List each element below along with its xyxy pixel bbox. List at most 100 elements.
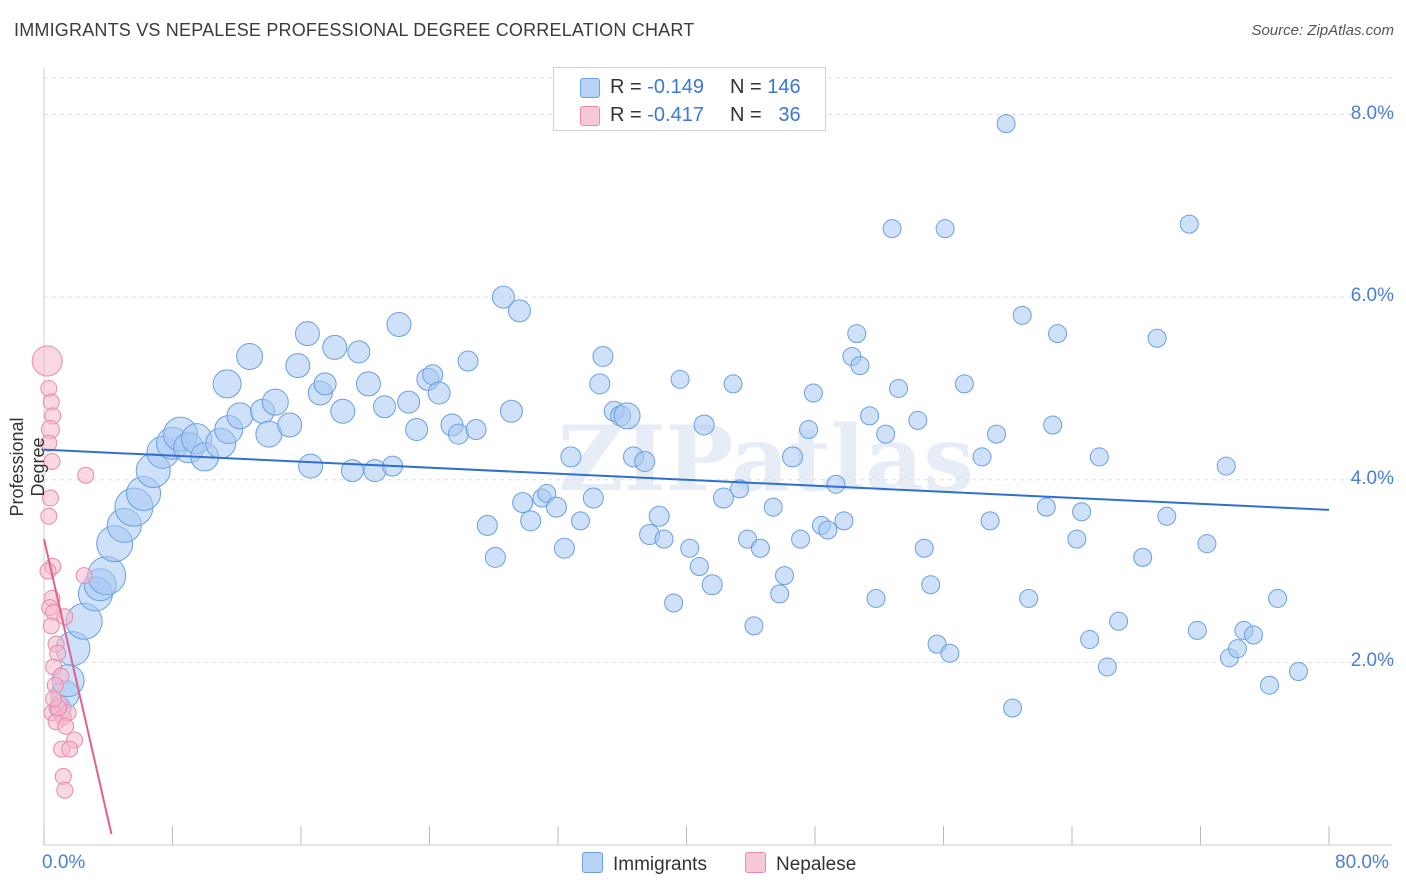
immigrants-point — [294, 321, 320, 347]
immigrants-point — [1179, 214, 1199, 234]
immigrants-point — [355, 371, 381, 397]
nepalese-point — [57, 717, 75, 735]
n-label: N = — [730, 104, 762, 126]
immigrants-point — [834, 511, 854, 531]
immigrants-point — [1268, 588, 1288, 608]
nepalese-point — [43, 453, 61, 470]
nepalese-point — [31, 345, 63, 377]
nepalese-point — [75, 567, 93, 585]
immigrants-point — [476, 514, 498, 536]
y-tick-label: 2.0% — [1350, 650, 1394, 672]
immigrants-point — [730, 479, 750, 499]
immigrants-point — [457, 350, 479, 372]
legend-item-immigrants[interactable]: Immigrants — [582, 852, 707, 876]
immigrants-point — [654, 529, 674, 549]
immigrants-point — [738, 529, 758, 549]
immigrants-point — [386, 312, 412, 338]
immigrants-point — [935, 219, 955, 239]
immigrants-point — [465, 419, 487, 441]
immigrants-point — [763, 497, 783, 517]
axes — [43, 68, 1392, 846]
immigrants-point — [1097, 657, 1117, 677]
immigrants-point — [87, 556, 127, 596]
n-label: N = — [730, 76, 762, 98]
stats-legend: R = -0.149 N = 146 R = -0.417 N = 36 — [553, 67, 826, 131]
immigrants-point — [1157, 506, 1177, 526]
nepalese-point — [45, 690, 63, 708]
immigrants-point — [1288, 662, 1308, 682]
immigrants-point — [537, 483, 557, 503]
immigrants-point — [850, 356, 870, 376]
immigrants-point — [860, 406, 880, 426]
immigrants-point — [285, 353, 311, 379]
immigrants-trend-line — [43, 448, 1330, 511]
immigrants-point — [803, 383, 823, 403]
immigrants-point — [499, 399, 523, 423]
immigrants-point — [1260, 675, 1280, 695]
x-tick-label-min: 0.0% — [42, 852, 86, 873]
immigrants-point — [322, 334, 348, 360]
immigrants-point — [330, 398, 356, 424]
immigrants-point — [940, 643, 960, 663]
chart-title: IMMIGRANTS VS NEPALESE PROFESSIONAL DEGR… — [14, 20, 695, 40]
immigrants-point — [876, 424, 896, 444]
immigrants-point — [914, 538, 934, 558]
nepalese-point — [56, 781, 74, 799]
immigrants-swatch — [580, 78, 600, 98]
nepalese-point — [56, 608, 74, 626]
y-tick-label: 8.0% — [1350, 102, 1394, 124]
immigrants-point — [1012, 305, 1032, 325]
immigrants-point — [1147, 328, 1167, 348]
immigrants-point — [553, 537, 575, 559]
immigrants-point — [261, 388, 289, 416]
immigrants-point — [770, 584, 790, 604]
immigrants-point — [582, 487, 604, 509]
immigrants-point — [1067, 529, 1087, 549]
immigrants-point — [491, 285, 515, 309]
immigrants-point — [847, 324, 867, 344]
immigrants-point — [826, 474, 846, 494]
nepalese-point — [40, 507, 58, 525]
immigrants-point — [1080, 630, 1100, 650]
immigrants-point — [560, 446, 582, 468]
immigrants-point — [744, 616, 764, 636]
immigrants-point — [1048, 324, 1068, 344]
immigrants-point — [512, 492, 534, 514]
nepalese-point — [41, 489, 59, 507]
immigrants-point — [1019, 588, 1039, 608]
immigrants-point — [589, 373, 611, 395]
immigrants-point — [664, 593, 684, 613]
legend-item-nepalese[interactable]: Nepalese — [745, 852, 856, 876]
nepalese-swatch — [580, 106, 600, 126]
immigrants-point — [1197, 534, 1217, 554]
immigrants-point — [927, 634, 947, 654]
immigrants-point — [889, 378, 909, 398]
n-value-immigrants: 146 — [767, 76, 801, 98]
immigrants-point — [520, 510, 542, 532]
x-tick-label-max: 80.0% — [1335, 852, 1389, 873]
stats-legend-row-nepalese: R = -0.417 N = 36 — [554, 102, 825, 130]
immigrants-point — [613, 402, 641, 430]
r-label: R = — [610, 76, 642, 98]
nepalese-trend-line — [43, 538, 113, 835]
r-value-immigrants: -0.149 — [647, 76, 704, 98]
immigrants-point — [723, 374, 743, 394]
immigrants-point — [921, 575, 941, 595]
immigrants-point — [507, 299, 531, 323]
nepalese-legend-swatch — [745, 852, 766, 873]
immigrants-point — [1036, 497, 1056, 517]
legend-label-nepalese: Nepalese — [776, 854, 857, 875]
immigrants-point — [799, 420, 819, 440]
immigrants-point — [689, 557, 709, 577]
immigrants-point — [226, 402, 254, 430]
immigrants-point — [987, 424, 1007, 444]
immigrants-point — [484, 546, 506, 568]
immigrants-point — [373, 395, 397, 419]
immigrants-point — [1072, 502, 1092, 522]
r-label: R = — [610, 104, 642, 126]
immigrants-point — [908, 410, 928, 430]
legend-label-immigrants: Immigrants — [613, 854, 707, 875]
immigrants-point — [1133, 547, 1153, 567]
immigrants-point — [701, 574, 723, 596]
immigrants-point — [1187, 620, 1207, 640]
